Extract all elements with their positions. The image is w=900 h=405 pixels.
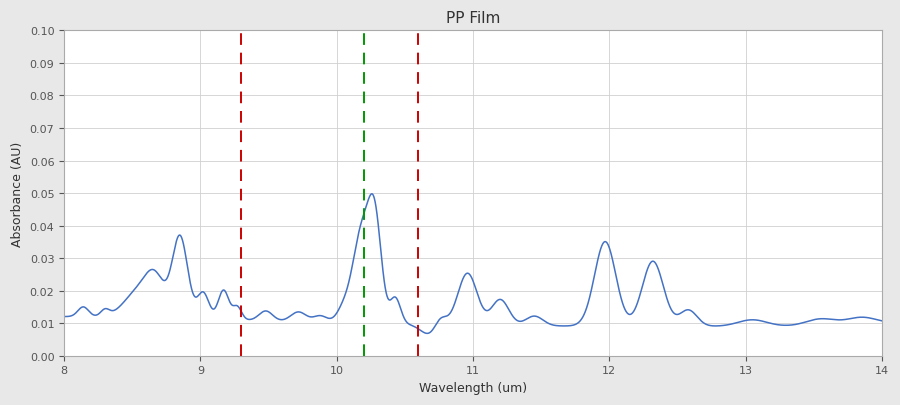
Title: PP Film: PP Film	[446, 11, 500, 26]
X-axis label: Wavelength (um): Wavelength (um)	[418, 381, 527, 394]
Y-axis label: Absorbance (AU): Absorbance (AU)	[11, 141, 24, 246]
